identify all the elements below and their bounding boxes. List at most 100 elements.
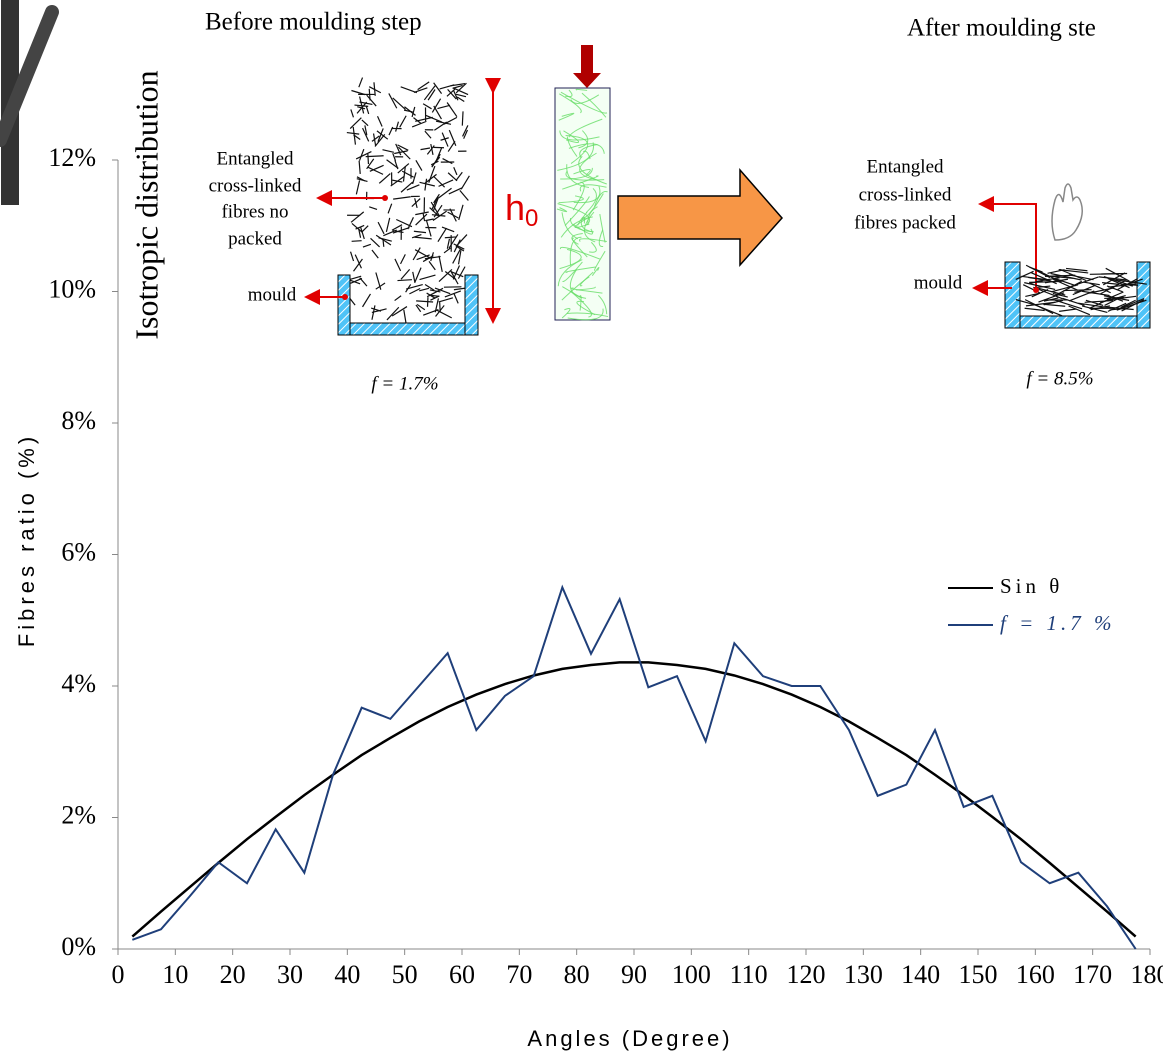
fibre	[462, 125, 469, 137]
fibre	[436, 309, 453, 319]
mould-base	[349, 322, 466, 336]
fibre	[559, 130, 600, 141]
x-tick-label: 40	[334, 960, 360, 989]
fibre	[422, 212, 426, 222]
fibre	[350, 211, 365, 223]
mould-wall	[464, 274, 479, 336]
fibre	[562, 286, 583, 299]
fibre	[576, 300, 596, 316]
after-title: After moulding ste	[907, 15, 1096, 42]
fibre	[346, 131, 360, 135]
fibre	[415, 160, 423, 171]
fibre	[1107, 302, 1127, 312]
fibre	[593, 250, 606, 271]
ratio-label: f = 1.7%	[371, 373, 438, 394]
fibre	[370, 237, 381, 248]
fibre	[400, 181, 414, 193]
fibre	[392, 226, 410, 234]
fibre	[455, 82, 467, 94]
x-tick-label: 180	[1131, 960, 1163, 989]
fibre	[448, 234, 459, 249]
fibre	[358, 160, 361, 174]
sample	[554, 87, 611, 321]
fibre	[424, 130, 432, 139]
x-tick-label: 100	[672, 960, 711, 989]
x-tick-label: 50	[392, 960, 418, 989]
fibre	[375, 234, 392, 246]
fibre	[403, 309, 407, 324]
label: Entangled	[866, 156, 944, 177]
fibre	[1029, 266, 1043, 273]
hand-icon	[1051, 183, 1083, 241]
fibre	[1025, 292, 1040, 297]
fibre	[429, 289, 441, 293]
fibre	[579, 238, 607, 242]
fibre	[376, 130, 389, 140]
fibre	[415, 304, 422, 313]
fibre	[415, 211, 429, 216]
fibre	[378, 173, 391, 184]
x-tick-label: 60	[449, 960, 475, 989]
fibre	[414, 249, 431, 259]
y-axis-title: Fibres ratio (%)	[14, 433, 39, 647]
fibre	[560, 91, 608, 114]
fibre	[419, 181, 435, 187]
mould-wall	[1004, 261, 1021, 329]
fibre	[412, 247, 421, 261]
fibre	[559, 248, 582, 270]
fibre	[446, 102, 458, 118]
fibre	[561, 276, 590, 301]
fibre	[435, 305, 445, 317]
fibre	[355, 224, 365, 230]
fibre	[354, 254, 362, 269]
fibre	[356, 178, 368, 183]
fibre	[560, 216, 593, 238]
fibre	[569, 217, 594, 233]
label: mould	[914, 272, 963, 293]
fibre	[1108, 295, 1137, 301]
fibre	[1043, 297, 1059, 302]
fibre	[1085, 299, 1104, 307]
fibre	[558, 112, 575, 121]
fibre	[362, 293, 371, 308]
x-tick-label: 90	[621, 960, 647, 989]
fibre	[437, 227, 448, 243]
fibre	[579, 271, 594, 287]
fibre	[1021, 275, 1047, 281]
fibre	[1034, 304, 1063, 317]
fibre	[457, 250, 462, 265]
fibre	[441, 226, 455, 233]
fibre	[1038, 292, 1065, 303]
fibre	[434, 121, 448, 131]
fibre	[416, 303, 426, 311]
fibre	[589, 241, 597, 253]
fibre	[579, 184, 607, 192]
fibre	[453, 243, 465, 250]
fibre	[367, 166, 384, 175]
height-subscript: 0	[525, 205, 538, 232]
fibre	[1044, 274, 1076, 277]
fibre	[1098, 276, 1128, 281]
fibre	[557, 203, 591, 226]
fibre	[388, 126, 394, 136]
fibre	[1056, 278, 1077, 287]
fibre	[1059, 308, 1077, 312]
fibre	[440, 137, 449, 141]
fibre	[1120, 297, 1145, 309]
fibre	[401, 170, 414, 178]
fibre	[382, 149, 395, 153]
x-tick-label: 150	[959, 960, 998, 989]
fibre	[416, 254, 430, 261]
x-tick-label: 10	[162, 960, 188, 989]
fibre	[564, 196, 590, 226]
fibre	[447, 172, 458, 182]
fibre	[438, 255, 443, 273]
fibre	[361, 225, 369, 233]
fibre	[431, 153, 441, 168]
fibre	[350, 277, 363, 284]
fibre	[453, 287, 465, 291]
fibre	[411, 106, 416, 118]
press-arrow	[573, 45, 601, 88]
fibre	[452, 89, 459, 101]
y-tick-label: 6%	[61, 537, 96, 566]
